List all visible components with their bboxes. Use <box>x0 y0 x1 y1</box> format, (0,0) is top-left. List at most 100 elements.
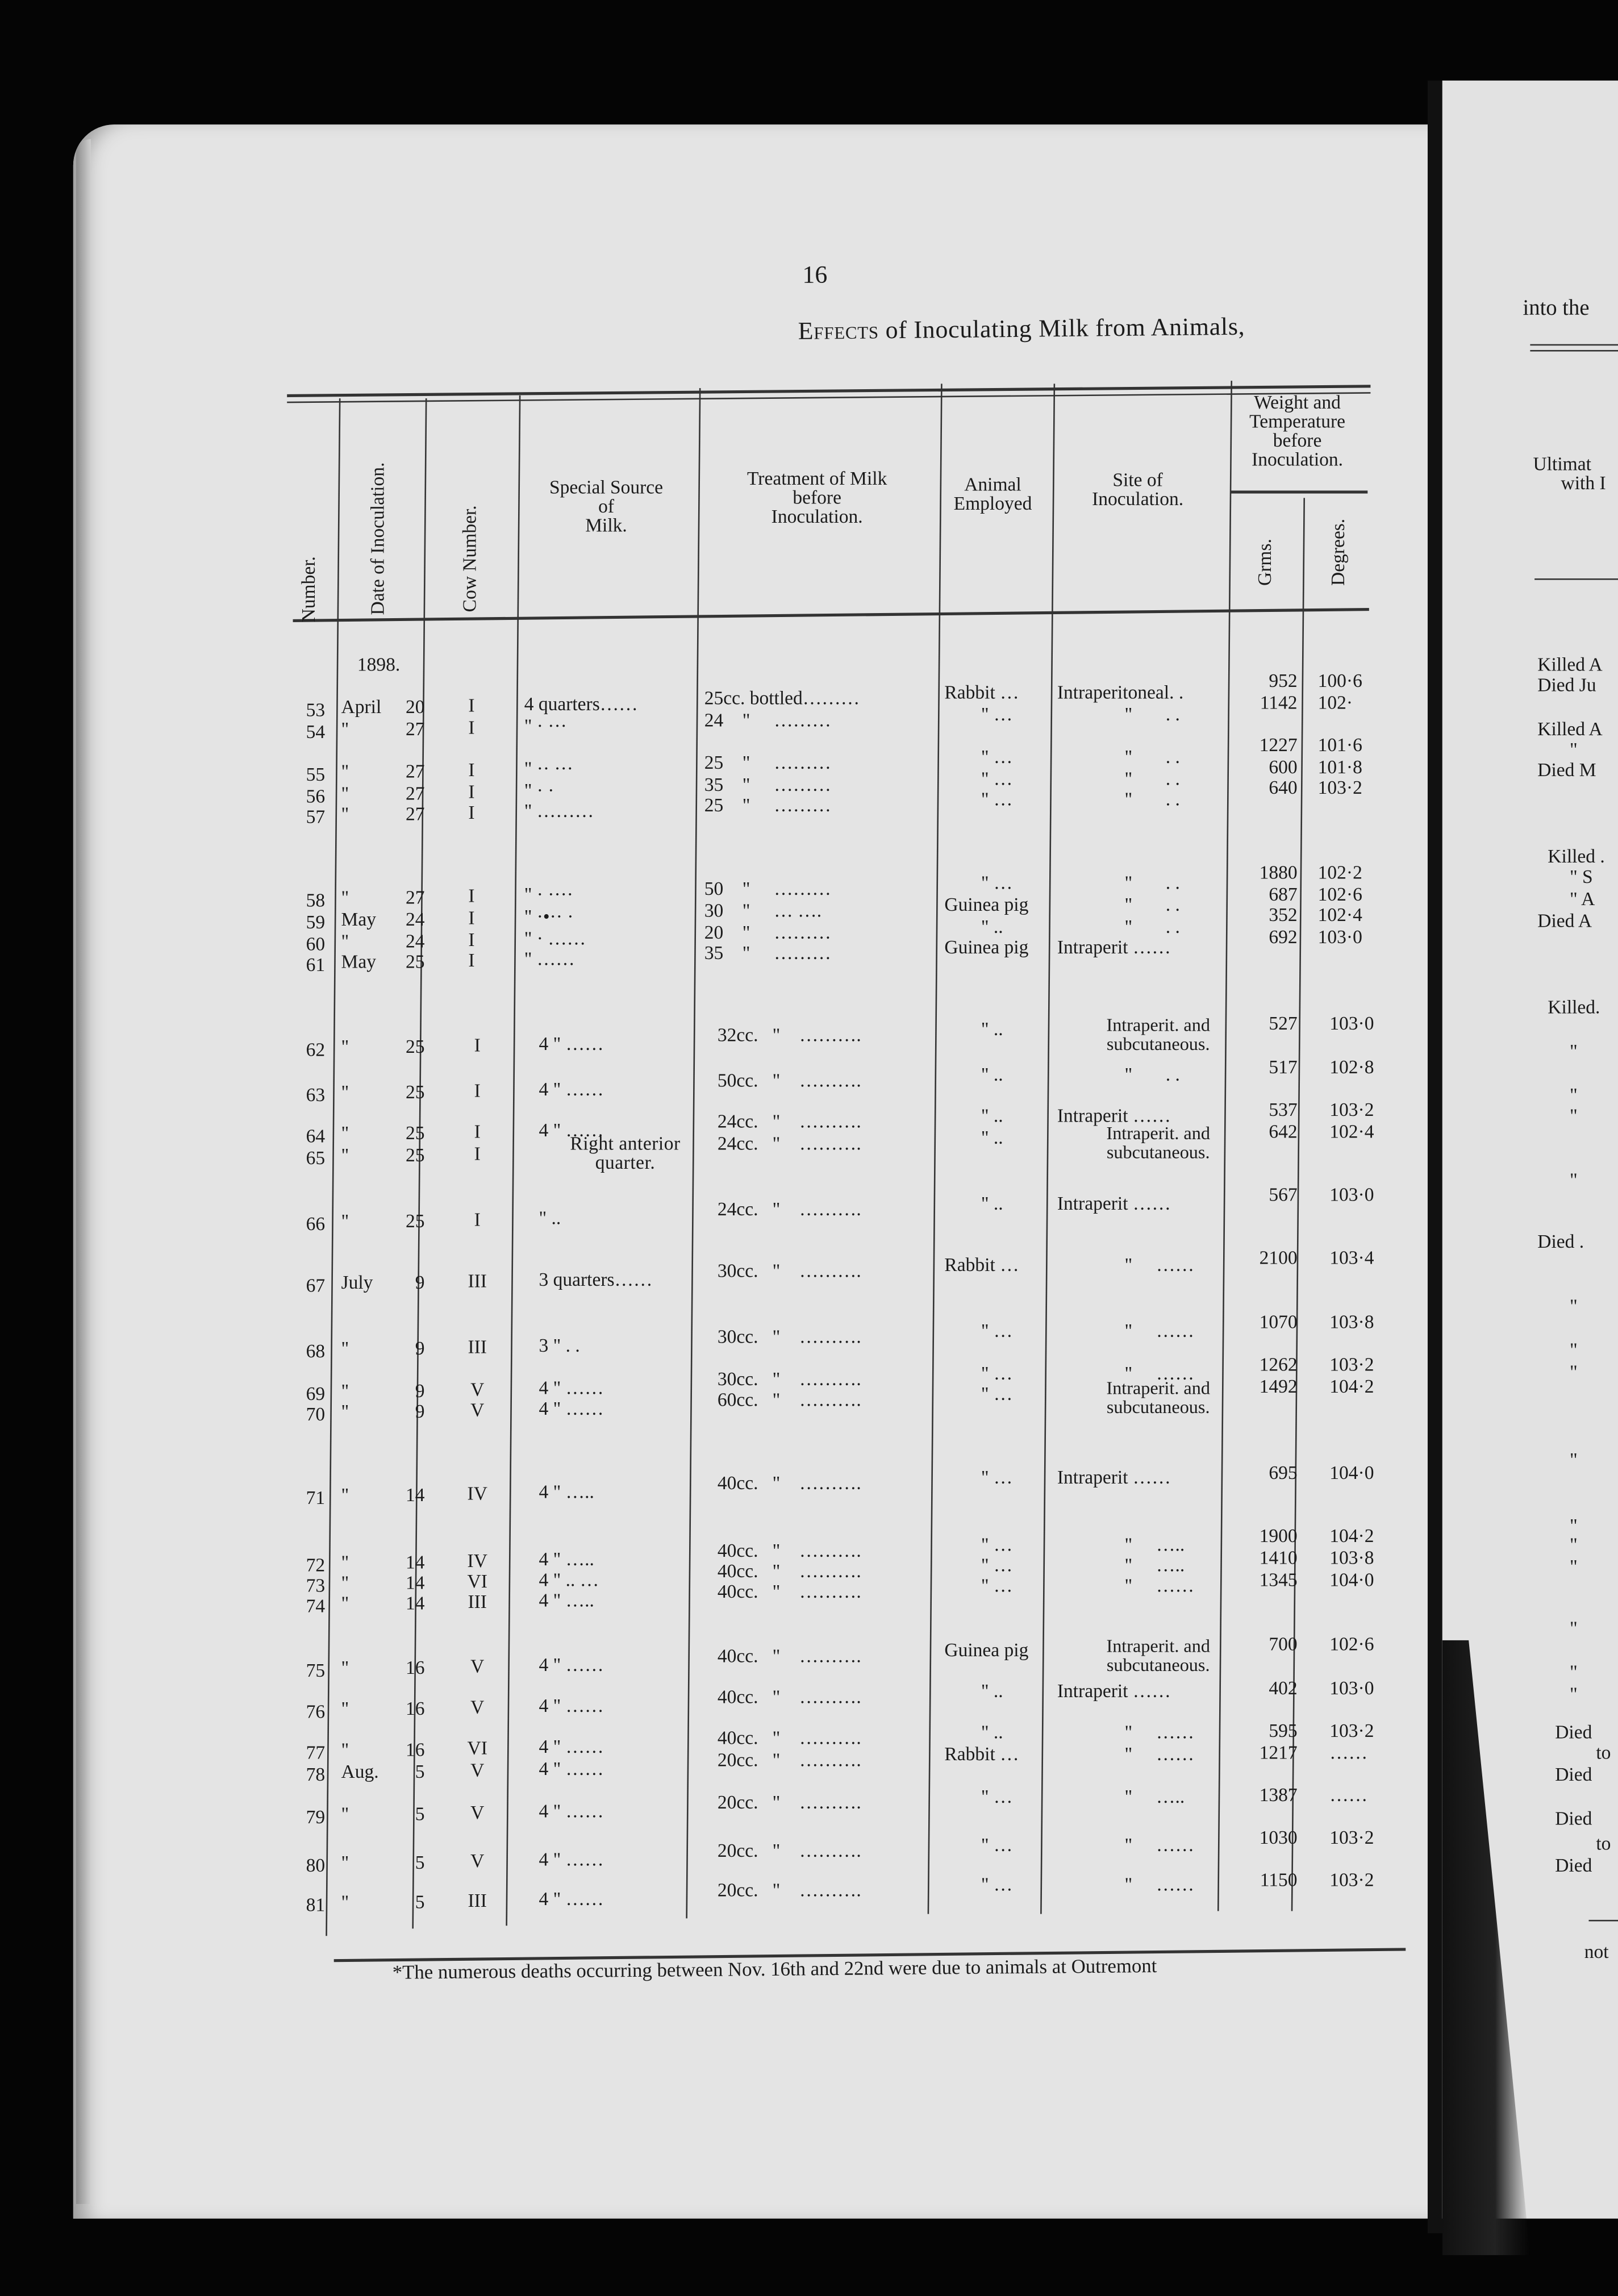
row-source: " ·•·· · <box>524 905 574 927</box>
page-number: 16 <box>802 260 828 289</box>
row-number: 78 <box>306 1763 326 1785</box>
row-day: 25 <box>405 1143 425 1166</box>
row-cow: V <box>470 1398 485 1421</box>
row-month: " <box>341 717 349 740</box>
row-grms: 1262 <box>1259 1353 1298 1376</box>
header-animal: Animal Employed <box>937 474 1049 512</box>
header-wt-l2: Temperature <box>1249 410 1345 432</box>
row-grms: 2100 <box>1259 1246 1298 1269</box>
row-treatment: 60cc. " ………. <box>717 1388 861 1411</box>
row-treatment: 40cc. " ………. <box>717 1539 861 1561</box>
row-treatment: 24cc. " ………. <box>717 1132 861 1154</box>
row-treatment: 30cc. " ………. <box>717 1325 861 1348</box>
row-degrees: 102·4 <box>1317 903 1362 926</box>
row-month: " <box>341 1035 349 1057</box>
row-day: 24 <box>405 930 425 952</box>
row-degrees: 101·6 <box>1317 734 1362 756</box>
header-degrees: Degrees. <box>1327 518 1349 586</box>
right-result-item: " <box>1569 1104 1578 1127</box>
row-source: " · …… <box>524 927 586 949</box>
row-treatment: 32cc. " ………. <box>717 1023 861 1046</box>
row-site: Intraperitoneal. . <box>1057 681 1184 703</box>
row-source: 4 " …… <box>539 1799 604 1822</box>
row-grms: 567 <box>1269 1183 1298 1206</box>
row-number: 57 <box>306 805 326 828</box>
row-grms: 600 <box>1269 755 1298 778</box>
title-rest: of Inoculating Milk from Animals, <box>885 312 1245 344</box>
row-cow: I <box>474 1142 481 1165</box>
row-number: 61 <box>306 953 326 976</box>
row-cow: I <box>474 1208 481 1231</box>
row-site: Intraperit. and subcutaneous. <box>1106 1378 1210 1418</box>
row-degrees: 104·2 <box>1329 1375 1374 1397</box>
right-footnote-fragment: not <box>1584 1940 1609 1962</box>
row-source: " · ···· <box>524 883 573 905</box>
row-cow: V <box>470 1801 485 1823</box>
row-cow: I <box>468 759 475 781</box>
row-month: May <box>341 950 376 973</box>
row-number: 66 <box>306 1212 326 1235</box>
row-animal: " .. <box>981 1018 1003 1040</box>
row-source: 4 " …… <box>539 1653 604 1676</box>
row-treatment: 24cc. " ………. <box>717 1198 861 1220</box>
row-animal: " .. <box>981 1063 1003 1085</box>
row-treatment: 35 " ……… <box>704 941 831 964</box>
right-rule-2 <box>1530 349 1618 352</box>
row-site: " . . <box>1124 787 1180 810</box>
row-day: 24 <box>405 907 425 930</box>
row-grms: 1900 <box>1259 1524 1298 1547</box>
row-source: 4 " …… <box>539 1376 604 1399</box>
row-day: 14 <box>405 1571 425 1594</box>
row-day: 27 <box>405 760 425 782</box>
row-degrees: 103·8 <box>1329 1310 1374 1333</box>
row-number: 72 <box>306 1553 326 1576</box>
row-number: 79 <box>306 1805 326 1828</box>
row-grms: 1387 <box>1259 1784 1298 1806</box>
row-site: " …… <box>1124 1574 1195 1597</box>
row-degrees: 101·8 <box>1317 755 1362 778</box>
row-treatment: 24 " ……… <box>704 709 831 731</box>
row-degrees: 104·0 <box>1329 1461 1374 1484</box>
row-grms: 700 <box>1269 1632 1298 1655</box>
row-animal: " … <box>981 745 1013 768</box>
row-month: " <box>341 1143 349 1166</box>
row-month: Aug. <box>341 1760 379 1782</box>
right-result-item: Died A <box>1537 909 1592 932</box>
row-number: 53 <box>306 698 326 721</box>
row-degrees: 102·6 <box>1329 1632 1374 1655</box>
right-rule-3 <box>1534 578 1618 580</box>
row-animal: " … <box>981 703 1013 725</box>
row-number: 76 <box>306 1700 326 1723</box>
row-month: " <box>341 1591 349 1614</box>
row-source: 4 " …… <box>539 1694 604 1716</box>
row-animal: " … <box>981 1833 1013 1856</box>
right-rule-1 <box>1530 344 1618 346</box>
row-site: " . . <box>1124 893 1180 915</box>
row-source: 4 " ….. <box>539 1589 594 1611</box>
row-treatment: 25 " ……… <box>704 793 831 816</box>
row-source: 4 " …… <box>539 1735 604 1757</box>
row-month: " <box>341 802 349 825</box>
row-number: 67 <box>306 1274 326 1296</box>
row-grms: 1150 <box>1260 1868 1298 1891</box>
row-degrees: 102· <box>1317 691 1353 714</box>
row-treatment: 30 " … …. <box>704 899 822 922</box>
row-month: " <box>341 1656 349 1678</box>
row-grms: 1227 <box>1259 734 1298 756</box>
row-number: 70 <box>306 1403 326 1425</box>
row-cow: I <box>474 1120 481 1143</box>
header-subrule <box>1230 490 1368 493</box>
header-date: Date of Inoculation. <box>366 462 389 615</box>
right-result-item: " A <box>1569 887 1595 910</box>
right-result-item: " <box>1569 1039 1578 1062</box>
row-grms: 1030 <box>1259 1826 1298 1848</box>
row-cow: V <box>470 1378 485 1400</box>
right-header-l2: with I <box>1561 471 1606 494</box>
row-treatment: 50cc. " ………. <box>717 1069 861 1091</box>
row-cow: I <box>468 949 475 971</box>
row-animal: " … <box>981 1873 1013 1895</box>
row-number: 69 <box>306 1382 326 1405</box>
row-treatment: 20cc. " ………. <box>717 1748 861 1771</box>
row-degrees: 103·2 <box>1329 1098 1374 1120</box>
row-cow: I <box>474 1079 481 1102</box>
